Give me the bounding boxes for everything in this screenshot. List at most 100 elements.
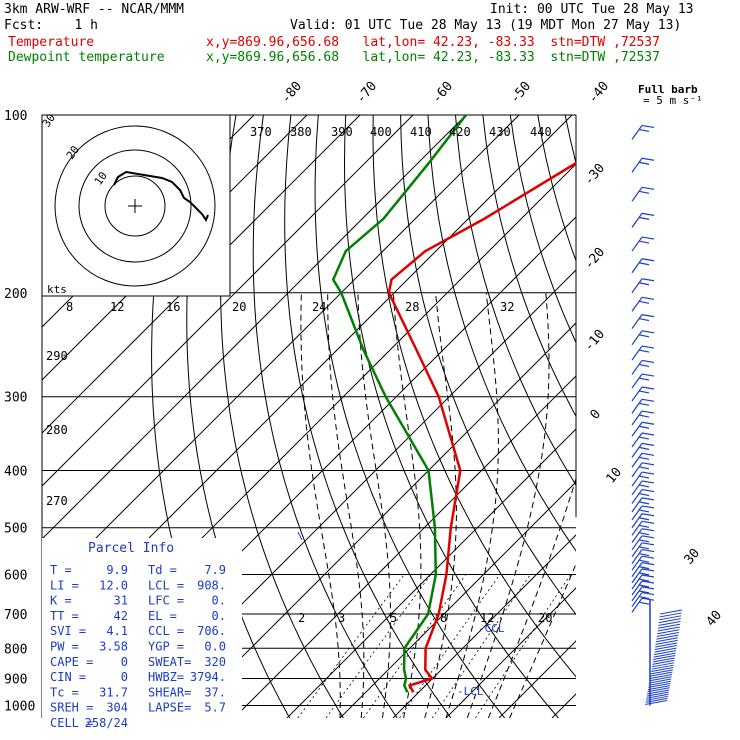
wind-barb <box>631 549 643 564</box>
wind-legend-title: Full barb <box>638 83 698 96</box>
wind-barb-flag <box>638 456 650 460</box>
wind-barb-flag <box>641 542 655 546</box>
parcel-info-cell: K = <box>50 594 72 608</box>
theta-label-left: 270 <box>46 494 68 508</box>
parcel-info-cell: 706. <box>197 624 226 638</box>
parcel-info-cell: 5.7 <box>204 701 226 715</box>
wind-barb <box>648 682 671 688</box>
wind-barb-flag <box>641 555 655 559</box>
wind-barb <box>655 637 679 643</box>
wind-barb-flag <box>641 345 655 349</box>
dry-adiabat-line <box>537 115 576 263</box>
parcel-info-cell: Tc = <box>50 685 79 699</box>
theta-label-top: 430 <box>489 125 511 139</box>
valid-time: Valid: 01 UTC Tue 28 May 13 (19 MDT Mon … <box>290 18 682 33</box>
isotherm-label-top: -70 <box>354 79 381 107</box>
dry-adiabat-line <box>509 115 576 344</box>
isotherm-label-side: -20 <box>582 245 609 273</box>
mixing-ratio-line <box>325 574 432 718</box>
wind-barb-flag <box>638 559 650 563</box>
parcel-info-cell: 9.9 <box>106 563 128 577</box>
moist-adiabat-line <box>445 292 499 718</box>
isotherm-label-top: -60 <box>430 79 457 107</box>
wind-barb <box>653 650 677 656</box>
theta-label-top: 420 <box>449 125 471 139</box>
wind-barb-flag <box>641 591 655 596</box>
dry-adiabat-line <box>372 115 576 678</box>
wind-barb-flag <box>638 390 650 394</box>
dry-adiabat-line <box>455 115 576 487</box>
wind-barb <box>631 462 643 478</box>
init-time: Init: 00 UTC Tue 28 May 13 <box>490 2 694 17</box>
dry-adiabat-line <box>730 115 740 718</box>
wind-barb-flag <box>641 398 655 402</box>
wind-barb-flag <box>638 349 650 353</box>
wind-barb-flag <box>638 318 650 322</box>
wind-barb-flag <box>641 462 655 466</box>
moist-adiabat-line <box>466 292 550 718</box>
wind-barb <box>631 432 643 448</box>
hodo-axis-tick-label: 28 <box>405 300 419 314</box>
moist-adiabat-line <box>300 292 341 718</box>
wind-barb <box>631 236 643 252</box>
mixing-ratio-label: 8 <box>440 611 447 625</box>
theta-label-left: 280 <box>46 423 68 437</box>
mixing-ratio-line <box>475 574 572 718</box>
pressure-label-200: 200 <box>4 287 27 302</box>
moist-adiabat-line <box>424 292 457 718</box>
wind-barb <box>655 639 678 645</box>
hodo-axis-tick-label: 20 <box>232 300 246 314</box>
wind-barb <box>649 676 672 682</box>
pressure-label-900: 900 <box>4 672 27 687</box>
wind-barb-flag <box>638 402 650 406</box>
mixing-ratio-label: 12 <box>480 611 494 625</box>
wind-barb-flag <box>638 532 650 536</box>
wind-barb <box>647 687 670 693</box>
wind-barb-flag <box>638 524 650 528</box>
wind-barb <box>659 615 682 621</box>
wind-barb <box>649 673 673 679</box>
wind-barb-flag <box>641 373 655 377</box>
parcel-info-cell: CAPE = <box>50 655 93 669</box>
parcel-info-cell: PW = <box>50 640 79 654</box>
hodograph-ring-30 <box>54 125 216 287</box>
wind-barb-flag <box>638 546 650 550</box>
wind-barb <box>631 592 643 607</box>
parcel-info-cell: CIN = <box>50 670 86 684</box>
isotherm-label-top: -80 <box>279 79 306 107</box>
model-title: 3km ARW-WRF -- NCAR/MMM <box>4 2 185 17</box>
parcel-info-cell: 258/24 <box>85 716 128 730</box>
wind-barb <box>652 657 675 663</box>
theta-label-top: 400 <box>370 125 392 139</box>
wind-barb <box>631 278 643 294</box>
wind-barb-flag <box>638 466 650 470</box>
wind-barb-flag <box>641 124 655 129</box>
parcel-info-cell: 4.1 <box>106 624 128 638</box>
wind-barb <box>648 680 671 686</box>
moist-adiabat-line <box>509 562 576 718</box>
wind-barb <box>631 542 643 558</box>
level-marker <box>297 531 303 541</box>
wind-barb <box>631 296 643 312</box>
dry-adiabat-line <box>482 115 576 418</box>
wind-barb-flag <box>638 539 650 543</box>
wind-barb-flag <box>641 432 655 436</box>
wind-barb-flag <box>638 552 650 557</box>
dry-adiabat-line <box>314 115 505 718</box>
wind-barb <box>631 597 643 613</box>
wind-barb-flag <box>638 282 650 286</box>
wind-barb-flag <box>641 480 655 484</box>
mixing-ratio-label: 5 <box>390 611 397 625</box>
wind-barb-flag <box>638 601 650 605</box>
dry-adiabat-line <box>702 115 740 718</box>
wind-barb <box>655 642 678 648</box>
parcel-info-cell: 304 <box>106 701 128 715</box>
wind-barb <box>657 626 680 632</box>
isotherm-line <box>42 115 308 381</box>
dry-adiabat-line <box>284 115 452 718</box>
wind-barb <box>631 314 643 329</box>
pressure-label-800: 800 <box>4 642 27 657</box>
wind-barb <box>631 555 643 571</box>
wind-barb <box>631 528 643 544</box>
wind-barb-flag <box>641 359 655 364</box>
